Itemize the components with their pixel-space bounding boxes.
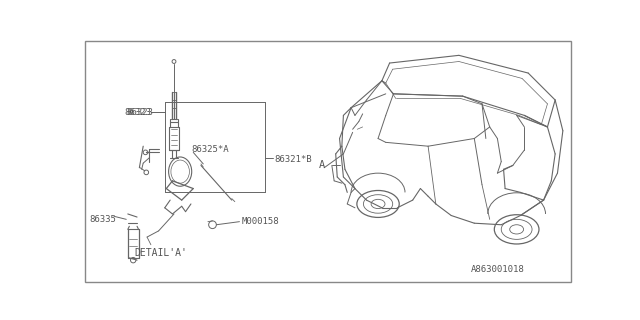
Text: 86323: 86323	[126, 108, 153, 117]
Text: M000158: M000158	[242, 217, 280, 226]
Text: A863001018: A863001018	[470, 265, 524, 274]
Text: A: A	[319, 160, 325, 171]
Text: DETAIL'A': DETAIL'A'	[134, 248, 187, 258]
Text: 86325*A: 86325*A	[191, 145, 228, 154]
Text: 86335: 86335	[90, 215, 116, 224]
Text: 86321*B: 86321*B	[274, 156, 312, 164]
Text: 86323: 86323	[124, 108, 151, 117]
